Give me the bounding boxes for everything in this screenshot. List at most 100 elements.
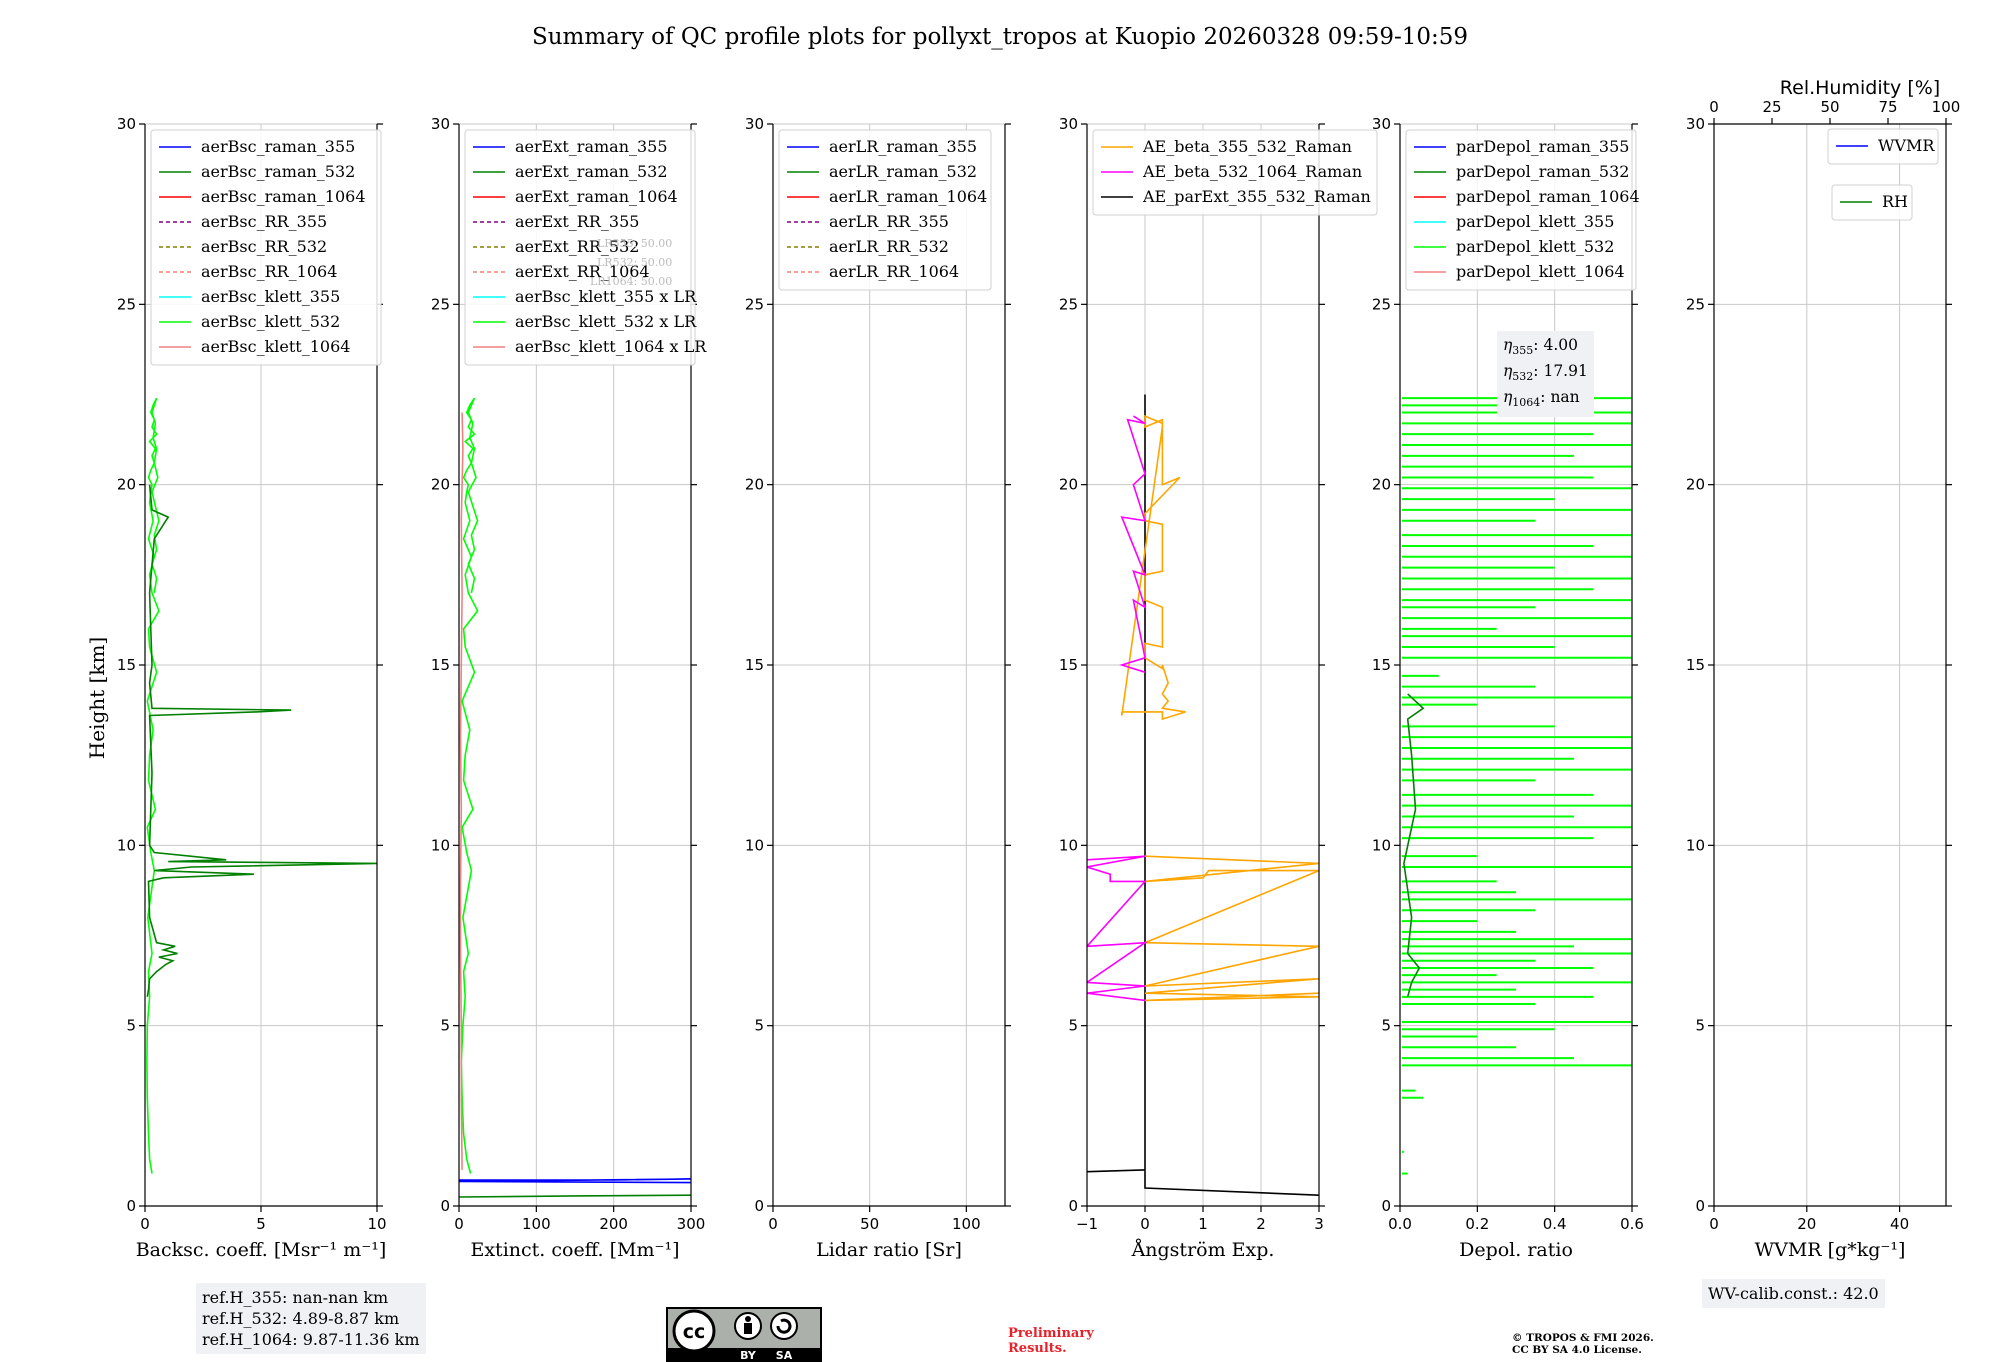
legend-frame bbox=[1405, 129, 1637, 291]
legend-label: AE_beta_355_532_Raman bbox=[1142, 137, 1352, 156]
legend-lr: aerLR_raman_355 aerLR_raman_532 aerLR_rama… bbox=[778, 129, 992, 291]
lr-note-1064: LR1064: 50.00 bbox=[590, 275, 673, 288]
series-line bbox=[1119, 415, 1147, 673]
legend-label: aerBsc_RR_355 bbox=[201, 212, 327, 231]
legend-label: aerBsc_klett_355 bbox=[201, 287, 340, 306]
legend-wvmr: WVMR bbox=[1827, 128, 1939, 165]
wv-calib-box: WV-calib.const.: 42.0 bbox=[1702, 1279, 1885, 1308]
legend-label: aerLR_raman_532 bbox=[829, 162, 977, 181]
legend-label: AE_parExt_355_532_Raman bbox=[1142, 187, 1371, 206]
legend-bsc: aerBsc_raman_355 aerBsc_raman_532 aerBsc_r… bbox=[150, 129, 382, 366]
x-tick-label: 5 bbox=[256, 1215, 266, 1233]
y-tick-label: 30 bbox=[1686, 115, 1705, 133]
cc-text: cc bbox=[683, 1321, 706, 1343]
legend-label: aerBsc_klett_1064 x LR bbox=[515, 337, 707, 356]
by-person-head bbox=[745, 1316, 751, 1322]
x-tick-label: 50 bbox=[860, 1215, 879, 1233]
x-tick-label: 0 bbox=[768, 1215, 778, 1233]
y-tick-label: 15 bbox=[431, 656, 450, 674]
legend-label: aerBsc_RR_1064 bbox=[201, 262, 337, 281]
legend-label: aerExt_RR_355 bbox=[515, 212, 639, 231]
x-tick-label: 0.2 bbox=[1465, 1215, 1489, 1233]
y-axis-label: Height [km] bbox=[85, 637, 109, 759]
y-tick-label: 0 bbox=[1695, 1197, 1705, 1215]
ref-height-box: ref.H_355: nan-nan km ref.H_532: 4.89-8.… bbox=[196, 1283, 426, 1354]
legend-label: parDepol_klett_1064 bbox=[1456, 262, 1625, 281]
y-tick-label: 5 bbox=[1068, 1017, 1078, 1035]
top-x-tick-label: 50 bbox=[1820, 98, 1839, 116]
series-line bbox=[1144, 855, 1319, 1002]
preliminary-line-2: Results. bbox=[1008, 1341, 1067, 1356]
legend-label: aerLR_RR_1064 bbox=[829, 262, 959, 281]
y-tick-label: 20 bbox=[1059, 476, 1078, 494]
legend-label: aerBsc_klett_532 bbox=[201, 312, 340, 331]
legend-label: parDepol_raman_532 bbox=[1456, 162, 1629, 181]
copyright-line-1: © TROPOS & FMI 2026. bbox=[1512, 1332, 1654, 1344]
copyright-note: © TROPOS & FMI 2026. CC BY SA 4.0 Licens… bbox=[1512, 1332, 1654, 1356]
legend-label: aerExt_raman_1064 bbox=[515, 187, 678, 206]
y-tick-label: 30 bbox=[431, 115, 450, 133]
legend-label: WVMR bbox=[1878, 136, 1935, 155]
series-line bbox=[459, 1194, 691, 1198]
y-tick-label: 15 bbox=[1686, 656, 1705, 674]
series-line bbox=[459, 1178, 691, 1184]
y-tick-label: 5 bbox=[1695, 1017, 1705, 1035]
lr-note-532: LR532: 50.00 bbox=[597, 256, 673, 269]
series-group bbox=[1087, 394, 1319, 1196]
x-axis-label: WVMR [g*kg⁻¹] bbox=[1755, 1239, 1906, 1261]
series-group bbox=[459, 397, 691, 1198]
x-tick-label: −1 bbox=[1076, 1215, 1098, 1233]
lr-note: LR355: 50.00 LR532: 50.00 LR1064: 50.00 bbox=[590, 234, 672, 291]
y-tick-label: 25 bbox=[745, 295, 764, 313]
by-person-body bbox=[744, 1323, 752, 1334]
x-tick-label: 40 bbox=[1890, 1215, 1909, 1233]
legend-label: aerBsc_klett_1064 bbox=[201, 337, 350, 356]
legend-label: aerLR_RR_355 bbox=[829, 212, 949, 231]
series-line bbox=[1087, 855, 1148, 1002]
y-tick-label: 5 bbox=[440, 1017, 450, 1035]
legend-label: aerBsc_klett_355 x LR bbox=[515, 287, 697, 306]
series-group bbox=[1401, 397, 1632, 1175]
y-tick-label: 20 bbox=[431, 476, 450, 494]
cc-license-badge: cc BY SA bbox=[666, 1307, 822, 1362]
series-line bbox=[1121, 414, 1186, 721]
y-tick-label: 30 bbox=[117, 115, 136, 133]
x-axis-label: Lidar ratio [Sr] bbox=[816, 1239, 962, 1261]
x-tick-label: 300 bbox=[677, 1215, 706, 1233]
x-tick-label: 0 bbox=[1709, 1215, 1719, 1233]
x-tick-label: 0 bbox=[454, 1215, 464, 1233]
legend-label: AE_beta_532_1064_Raman bbox=[1142, 162, 1362, 181]
x-tick-label: 2 bbox=[1256, 1215, 1266, 1233]
top-axis-label: Rel.Humidity [%] bbox=[1780, 77, 1940, 99]
eta-355: η355: 4.00 bbox=[1503, 336, 1578, 358]
series-line bbox=[146, 397, 160, 1174]
legend-label: parDepol_raman_1064 bbox=[1456, 187, 1640, 206]
by-label: BY bbox=[740, 1349, 757, 1362]
legend-label: parDepol_raman_355 bbox=[1456, 137, 1629, 156]
sa-arrow bbox=[776, 1318, 792, 1334]
legend-label: aerBsc_raman_355 bbox=[201, 137, 355, 156]
lr-note-355: LR355: 50.00 bbox=[597, 237, 673, 250]
y-tick-label: 10 bbox=[431, 836, 450, 854]
x-tick-label: 3 bbox=[1314, 1215, 1324, 1233]
legend-label: aerBsc_raman_532 bbox=[201, 162, 355, 181]
x-tick-label: 100 bbox=[522, 1215, 551, 1233]
legend-ext: aerExt_raman_355 aerExt_raman_532 aerExt_r… bbox=[464, 129, 707, 366]
y-tick-label: 10 bbox=[1686, 836, 1705, 854]
x-tick-label: 0 bbox=[140, 1215, 150, 1233]
y-tick-label: 25 bbox=[1059, 295, 1078, 313]
top-x-tick-label: 0 bbox=[1709, 98, 1719, 116]
y-tick-label: 0 bbox=[1381, 1197, 1391, 1215]
legend-label: aerExt_RR_532 bbox=[515, 237, 639, 256]
y-tick-label: 10 bbox=[1059, 836, 1078, 854]
y-tick-label: 10 bbox=[745, 836, 764, 854]
y-tick-label: 15 bbox=[1372, 656, 1391, 674]
legend-frame bbox=[778, 129, 992, 291]
x-tick-label: 200 bbox=[599, 1215, 628, 1233]
ref-height-355: ref.H_355: nan-nan km bbox=[202, 1288, 389, 1307]
series-line bbox=[1087, 394, 1319, 1196]
panel-bsc: 0 5 10 15 20 25 30 0 5 10 Backsc. coeff. [Msr⁻¹ m⁻… bbox=[117, 115, 387, 1261]
